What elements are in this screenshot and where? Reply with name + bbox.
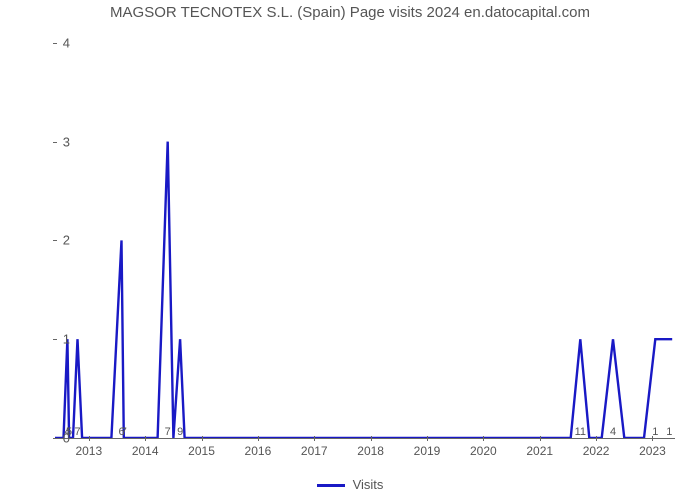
x-tick-label: 2021 [526,444,553,458]
legend-swatch [317,484,345,487]
x-tick-label: 2014 [132,444,159,458]
chart-container: MAGSOR TECNOTEX S.L. (Spain) Page visits… [0,0,700,500]
x-tick-mark [596,436,597,441]
y-tick-mark [53,142,57,143]
y-tick-mark [53,240,57,241]
x-tick-mark [89,436,90,441]
x-tick-mark [145,436,146,441]
x-tick-label: 2022 [583,444,610,458]
legend: Visits [0,477,700,492]
x-tick-label: 2018 [357,444,384,458]
x-tick-label: 2020 [470,444,497,458]
legend-label: Visits [353,477,384,492]
data-point-label: 4 [610,426,616,438]
data-point-label: 5 [66,426,72,438]
x-tick-mark [371,436,372,441]
data-point-label: 7 [121,426,127,438]
data-point-label: 7 [74,426,80,438]
line-series-svg [55,28,675,438]
chart-title: MAGSOR TECNOTEX S.L. (Spain) Page visits… [0,4,700,21]
x-tick-label: 2015 [188,444,215,458]
data-point-label: 7 [165,426,171,438]
x-tick-mark [483,436,484,441]
x-tick-mark [427,436,428,441]
x-tick-mark [202,436,203,441]
plot-area [55,28,675,439]
x-tick-label: 2017 [301,444,328,458]
y-tick-mark [53,438,57,439]
data-point-label: 1 [652,426,658,438]
x-tick-mark [258,436,259,441]
x-tick-mark [540,436,541,441]
x-tick-label: 2023 [639,444,666,458]
x-tick-mark [314,436,315,441]
x-tick-label: 2016 [245,444,272,458]
data-point-label: 11 [575,426,586,438]
y-tick-mark [53,339,57,340]
x-tick-label: 2019 [414,444,441,458]
line-series [55,142,672,438]
data-point-label: 9 [177,426,183,438]
data-point-label: 1 [666,426,672,438]
y-tick-mark [53,43,57,44]
x-tick-label: 2013 [75,444,102,458]
